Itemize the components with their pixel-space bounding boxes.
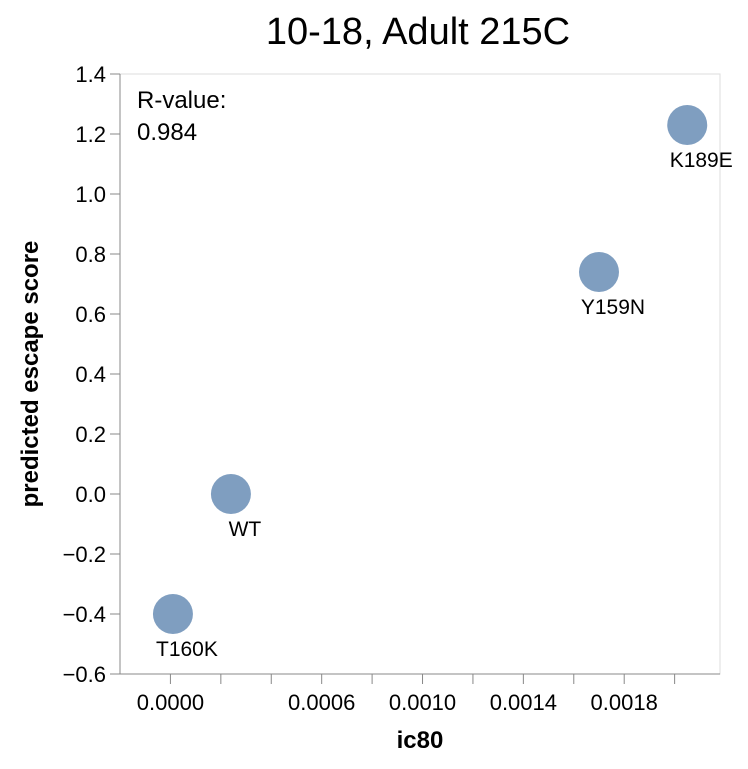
point-label: K189E: [670, 149, 733, 172]
y-tick-label: −0.2: [63, 542, 106, 567]
data-points: K189E Y159N WT T160K: [152, 105, 733, 661]
y-tick-label: 0.8: [75, 242, 106, 267]
y-tick-label: −0.4: [63, 602, 106, 627]
x-axis: 0.0000 0.0006 0.0010 0.0014 0.0018: [120, 673, 720, 715]
point-label: T160K: [156, 638, 218, 661]
data-point: [667, 105, 708, 145]
plot-area: [119, 73, 721, 675]
y-axis-label: predicted escape score: [17, 241, 44, 508]
y-tick-label: 1.4: [75, 62, 106, 87]
data-point: [578, 252, 619, 292]
y-tick-label: 0.4: [75, 362, 106, 387]
x-tick-label: 0.0018: [591, 690, 658, 715]
y-axis: −0.6 −0.4 −0.2 0.0 0.2 0.4 0.6 0.8 1.0 1.2 1.4: [63, 62, 121, 687]
r-value-label: R-value:: [137, 87, 226, 114]
y-tick-label: 1.2: [75, 122, 106, 147]
data-point: [210, 474, 251, 514]
y-tick-label: −0.6: [63, 662, 106, 687]
point-label: Y159N: [581, 296, 645, 319]
x-axis-label: ic80: [397, 727, 444, 754]
y-tick-label: 0.6: [75, 302, 106, 327]
y-tick-label: 0.2: [75, 422, 106, 447]
x-tick-label: 0.0010: [389, 690, 456, 715]
r-value-number: 0.984: [137, 119, 197, 146]
x-tick-label: 0.0000: [137, 690, 204, 715]
x-tick-label: 0.0006: [288, 690, 355, 715]
y-tick-label: 1.0: [75, 182, 106, 207]
x-tick-label: 0.0014: [490, 690, 557, 715]
y-tick-label: 0.0: [75, 482, 106, 507]
data-point: [152, 594, 193, 634]
point-label: WT: [229, 518, 262, 541]
chart-title: 10-18, Adult 215C: [266, 11, 570, 53]
